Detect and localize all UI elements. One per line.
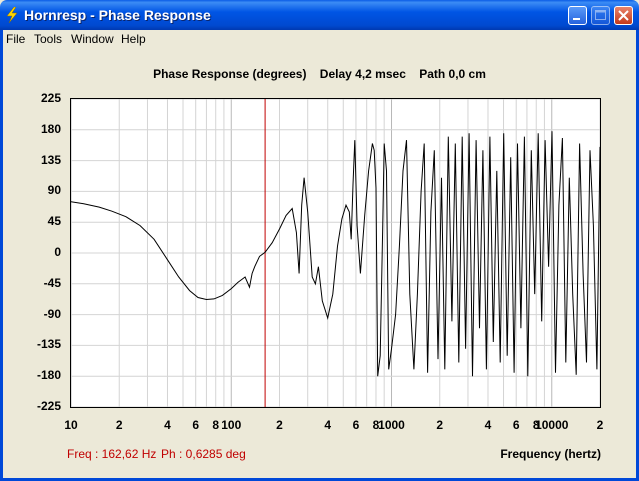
menu-help[interactable]: Help [121,32,146,46]
x-tick-label: 4 [324,418,332,432]
x-tick-label: 6 [352,418,360,432]
y-tick-label: 45 [47,214,61,229]
phase-readout: Ph : 0,6285 deg [161,447,246,461]
y-tick-label: 225 [40,91,61,105]
x-tick-label: 10 [64,418,78,432]
menu-tools[interactable]: Tools [34,32,63,46]
x-tick-label: 4 [164,418,171,432]
close-icon [618,10,629,21]
y-tick-label: -180 [36,368,61,383]
y-tick-label: -225 [36,399,61,413]
phase-chart [71,99,600,407]
y-tick-label: 135 [40,152,61,167]
x-tick-label: 2 [596,418,604,432]
window-frame-right [636,30,639,481]
x-tick-label: 2 [115,418,123,432]
x-tick-label: 8 [372,418,380,432]
window-frame-bottom [0,478,639,481]
x-tick-label: 2 [436,418,444,432]
chart-title: Phase Response (degrees) Delay 4,2 msec … [153,67,486,81]
maximize-button[interactable] [591,6,610,25]
x-tick-label: 2 [276,418,283,432]
x-tick-label: 6 [512,418,520,432]
y-tick-label: 90 [47,183,61,198]
minimize-button[interactable] [568,6,587,25]
window-frame-left [0,30,3,481]
x-tick-label: 4 [484,418,492,432]
menu-bar: File Tools Window Help [0,30,639,49]
y-tick-label: -90 [43,306,61,321]
frequency-readout: Freq : 162,62 Hz [67,447,157,461]
x-tick-label: 1000 [378,418,405,432]
x-tick-label: 10000 [535,418,569,432]
lightning-bolt-icon [6,7,18,23]
menu-window[interactable]: Window [71,32,114,46]
phase-curve [71,131,600,377]
x-axis-label: Frequency (hertz) [500,447,601,461]
y-tick-label: -45 [43,275,61,290]
x-tick-label: 6 [192,418,200,432]
x-tick-label: 100 [221,418,242,432]
menu-file[interactable]: File [6,32,26,46]
title-bar[interactable]: Hornresp - Phase Response [0,0,639,30]
x-tick-label: 8 [212,418,220,432]
minimize-icon [573,18,580,20]
x-tick-label: 8 [532,418,540,432]
window-title: Hornresp - Phase Response [24,7,211,23]
y-tick-label: -135 [36,337,61,352]
y-tick-label: 0 [54,245,61,259]
maximize-icon [595,10,606,20]
plot-area[interactable] [70,98,601,408]
close-button[interactable] [614,6,633,25]
y-tick-label: 180 [40,121,61,136]
